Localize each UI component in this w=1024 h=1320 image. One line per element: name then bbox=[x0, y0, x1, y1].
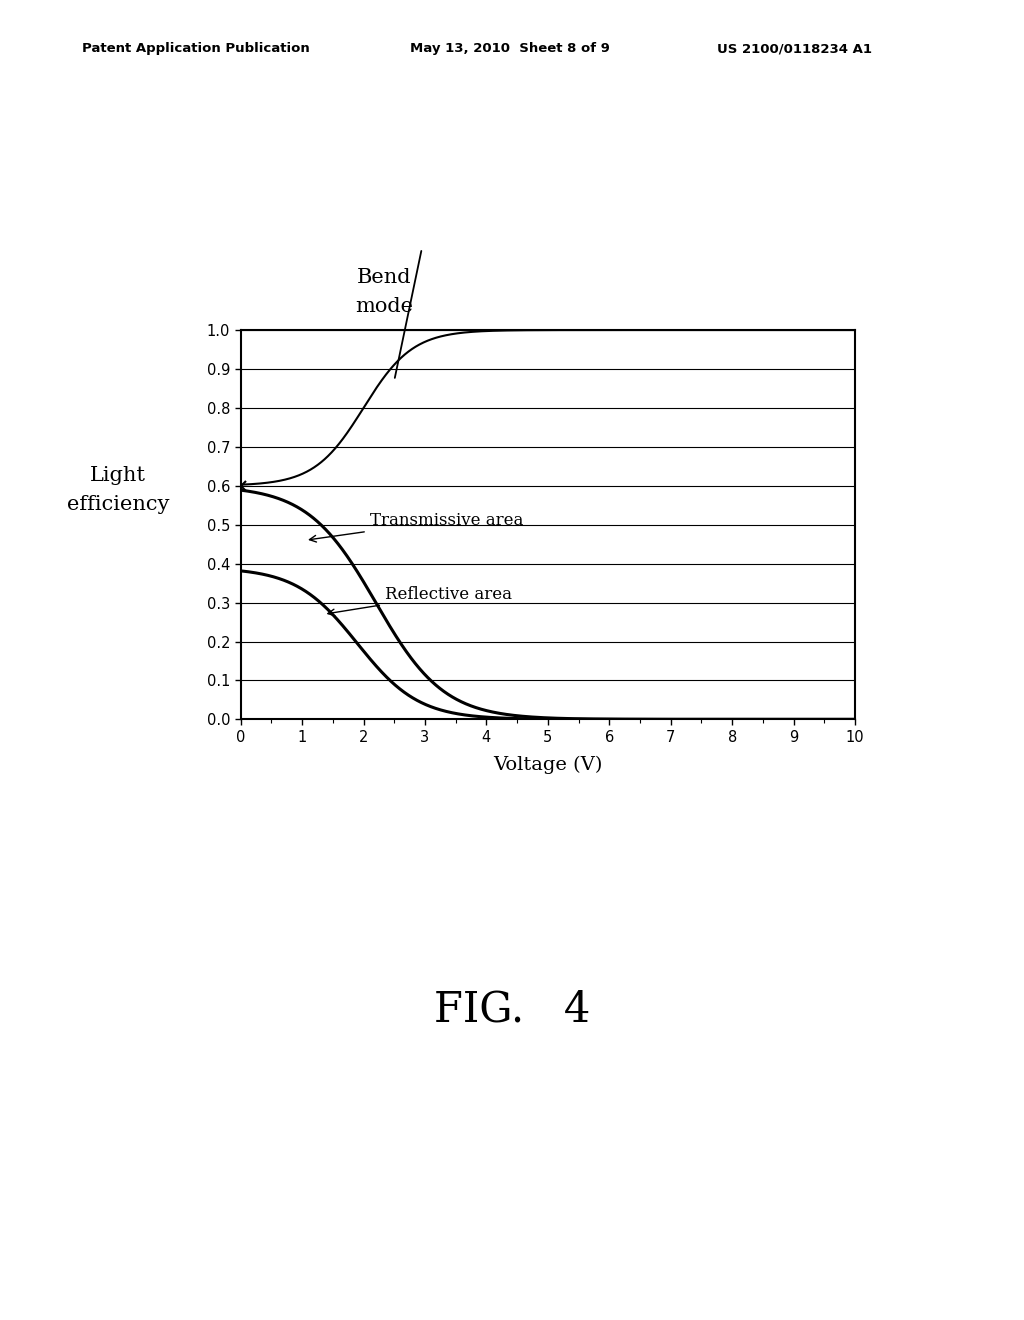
Text: Bend: Bend bbox=[356, 268, 412, 286]
Text: Patent Application Publication: Patent Application Publication bbox=[82, 42, 309, 55]
X-axis label: Voltage (V): Voltage (V) bbox=[494, 756, 602, 774]
Text: Transmissive area: Transmissive area bbox=[309, 512, 523, 543]
Text: Reflective area: Reflective area bbox=[328, 586, 512, 616]
Text: US 2100/0118234 A1: US 2100/0118234 A1 bbox=[717, 42, 871, 55]
Text: FIG.   4: FIG. 4 bbox=[434, 989, 590, 1031]
Text: May 13, 2010  Sheet 8 of 9: May 13, 2010 Sheet 8 of 9 bbox=[410, 42, 609, 55]
Text: Light: Light bbox=[90, 466, 145, 484]
Text: mode: mode bbox=[355, 297, 413, 315]
Text: efficiency: efficiency bbox=[67, 495, 169, 513]
